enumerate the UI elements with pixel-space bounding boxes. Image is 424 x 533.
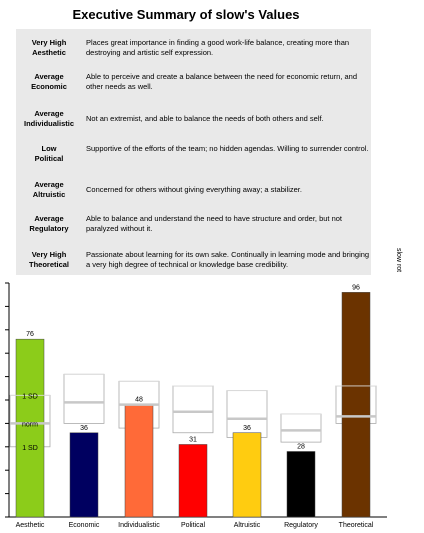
x-tick-label: Economic [69,522,100,529]
level-text: Average [34,180,64,189]
x-tick-label: Individualistic [118,522,160,529]
level-text: Low [41,144,57,153]
summary-description: Able to balance and understand the need … [86,214,343,233]
data-label: 28 [297,443,305,450]
norm-band [280,413,322,443]
value-name: Regulatory [29,224,69,233]
value-name: Theoretical [28,260,69,269]
summary-description: Passionate about learning for its own sa… [86,250,370,269]
bar [341,292,371,518]
value-name: Aesthetic [32,48,66,57]
data-label: 36 [80,425,88,432]
value-name: Economic [31,82,67,91]
bar [178,444,208,518]
summary-description: Concerned for others without giving ever… [86,185,302,194]
norm-label: norm [22,421,38,428]
bar [286,451,316,518]
executive-summary-table: Very High Aesthetic Places great importan… [16,29,371,275]
value-name: Political [34,154,64,163]
level-text: Average [34,214,64,223]
bar [232,432,262,518]
data-label: 76 [26,331,34,338]
level-text: Very High [31,38,67,47]
data-label: 36 [243,425,251,432]
data-label: 31 [189,436,197,443]
norm-band [63,373,105,424]
level-text: Very High [31,250,67,259]
x-tick-label: Regulatory [284,522,318,529]
bar [15,338,45,518]
x-tick-label: Altruistic [234,522,261,529]
norm-band [226,390,268,438]
data-label: 96 [352,284,360,291]
summary-description: Not an extremist, and able to balance th… [86,114,324,123]
value-name: Individualistic [23,119,74,128]
x-tick-label: Political [181,522,206,529]
norm-label: 1 SD [22,393,38,400]
bar [124,404,154,518]
data-label: 48 [135,397,143,404]
page-title: Executive Summary of slow's Values [72,7,300,22]
bar [69,432,99,518]
summary-description: Supportive of the efforts of the team; n… [86,144,369,153]
norm-band [172,385,214,434]
x-tick-label: Theoretical [339,522,374,529]
summary-description: Places great importance in finding a goo… [86,38,350,57]
norm-label: 1 SD [22,445,38,452]
value-name: Altruistic [32,190,66,199]
level-text: Average [34,109,64,118]
x-tick-label: Aesthetic [16,522,45,529]
summary-description: Able to perceive and create a balance be… [86,72,358,91]
level-text: Average [34,72,64,81]
